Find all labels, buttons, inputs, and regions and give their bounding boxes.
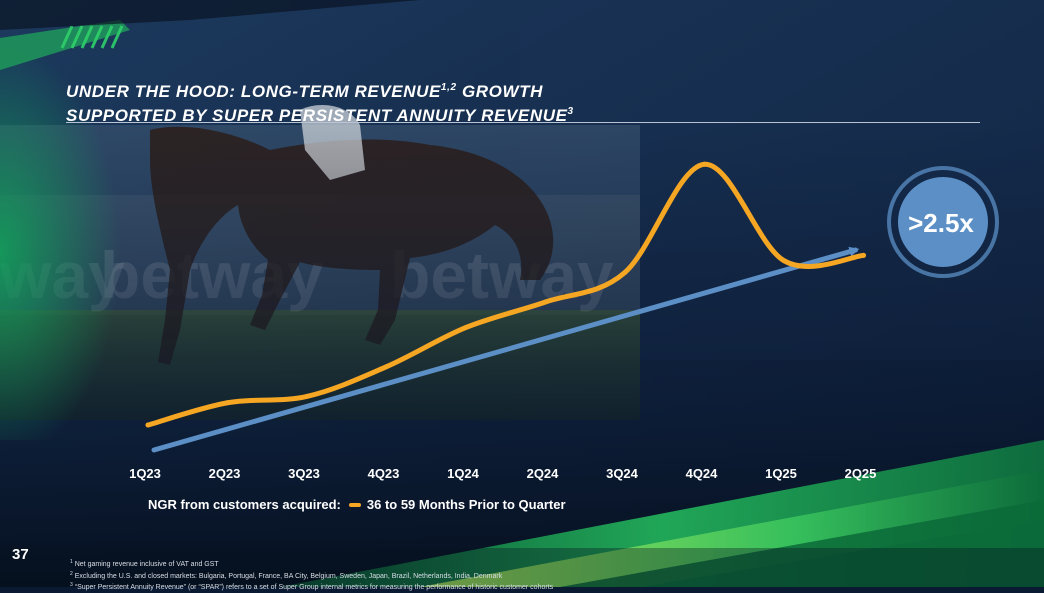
badge-circle <box>898 177 988 267</box>
footnote-2: 2 Excluding the U.S. and closed markets:… <box>70 570 503 580</box>
legend-swatch <box>348 502 361 507</box>
title-divider <box>66 122 980 123</box>
legend-prefix: NGR from customers acquired: <box>148 497 341 512</box>
x-tick-label: 4Q24 <box>686 466 719 481</box>
x-tick-label: 3Q23 <box>288 466 320 481</box>
data-point-1q23 <box>145 422 151 428</box>
title-line1: UNDER THE HOOD: LONG-TERM REVENUE <box>66 82 441 101</box>
title-line1-end: GROWTH <box>456 82 543 101</box>
x-tick-label: 2Q25 <box>845 466 877 481</box>
data-point-4q23 <box>384 364 389 370</box>
x-tick-label: 1Q23 <box>129 466 161 481</box>
data-point-3q23 <box>304 393 310 399</box>
data-point-1q25 <box>781 258 787 264</box>
slide-title: UNDER THE HOOD: LONG-TERM REVENUE1,2 GRO… <box>66 78 966 126</box>
trend-arrow <box>151 246 860 453</box>
x-tick-label: 1Q25 <box>765 466 797 481</box>
page-number: 37 <box>12 546 29 563</box>
badge-outer-ring <box>887 166 999 278</box>
badge-label: >2.5x <box>908 208 974 238</box>
title-line2: SUPPORTED BY SUPER PERSISTENT ANNUITY RE… <box>66 106 568 125</box>
x-tick-label: 1Q24 <box>447 466 480 481</box>
series-line-36-59-months <box>145 161 866 428</box>
chart-legend: NGR from customers acquired: 36 to 59 Mo… <box>148 497 566 512</box>
data-point-4q24 <box>702 161 707 167</box>
data-point-2q24 <box>543 299 548 305</box>
x-tick-label: 4Q23 <box>368 466 400 481</box>
data-point-1q24 <box>463 324 469 330</box>
legend-series-name: 36 to 59 Months Prior to Quarter <box>366 497 566 512</box>
x-tick-label: 2Q24 <box>527 466 560 481</box>
multiple-badge: >2.5x <box>887 166 999 278</box>
x-tick-label: 2Q23 <box>209 466 241 481</box>
footnote-1: 1 Net gaming revenue inclusive of VAT an… <box>70 559 219 568</box>
data-point-2q23 <box>225 400 230 406</box>
title-line2-superscript: 3 <box>567 106 574 117</box>
x-tick-label: 3Q24 <box>606 466 639 481</box>
title-line1-superscript: 1,2 <box>440 82 457 93</box>
data-point-3q24 <box>622 269 628 275</box>
data-point-2q25 <box>861 252 866 258</box>
footnotes: 1 Net gaming revenue inclusive of VAT an… <box>70 558 770 593</box>
